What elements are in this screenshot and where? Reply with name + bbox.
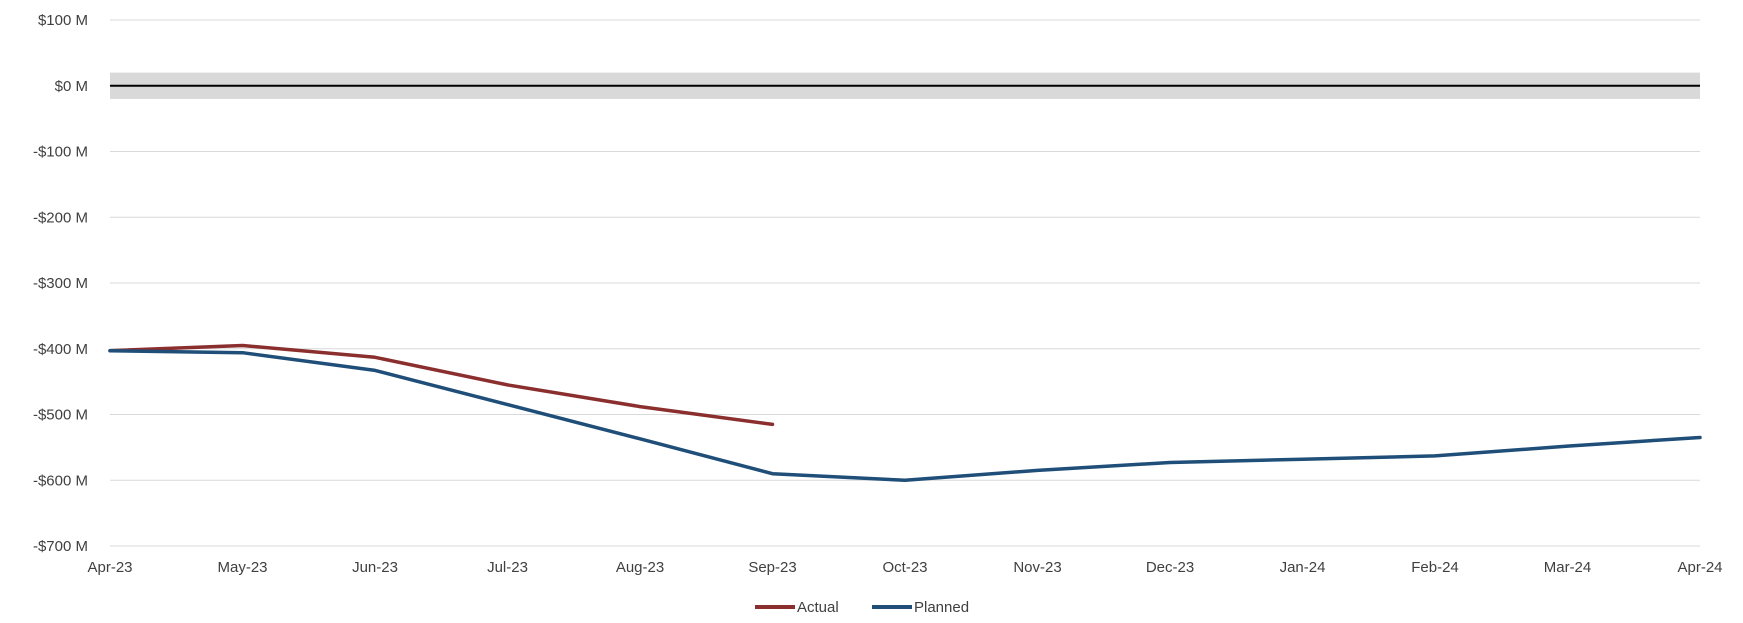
y-tick-label: -$600 M — [33, 472, 88, 489]
x-tick-label: Aug-23 — [616, 559, 664, 576]
y-tick-label: -$500 M — [33, 407, 88, 424]
x-axis-tick-labels: Apr-23 May-23 Jun-23 Jul-23 Aug-23 Sep-23 Oct-… — [87, 559, 1722, 576]
x-tick-label: Jun-23 — [352, 559, 398, 576]
x-tick-label: Jul-23 — [487, 559, 528, 576]
y-axis-tick-labels: $100 M $0 M -$100 M -$200 M -$300 M -$400 M -$… — [33, 12, 88, 555]
y-tick-label: -$300 M — [33, 275, 88, 292]
legend-label-planned: Planned — [914, 599, 969, 616]
legend-label-actual: Actual — [797, 599, 839, 616]
gridlines — [110, 19, 1700, 547]
x-tick-label: Dec-23 — [1146, 559, 1194, 576]
y-tick-label: -$700 M — [33, 538, 88, 555]
x-tick-label: Jan-24 — [1280, 559, 1326, 576]
series-lines — [108, 343, 1702, 483]
zero-band — [110, 72, 1700, 99]
x-tick-label: Apr-24 — [1677, 559, 1722, 576]
y-tick-label: -$400 M — [33, 341, 88, 358]
y-tick-label: $0 M — [55, 78, 88, 95]
y-tick-label: -$100 M — [33, 144, 88, 161]
y-tick-label: $100 M — [38, 12, 88, 29]
x-tick-label: Nov-23 — [1013, 559, 1061, 576]
y-tick-label: -$200 M — [33, 209, 88, 226]
series-line-actual — [108, 343, 775, 427]
x-tick-label: Sep-23 — [748, 559, 796, 576]
series-line-planned — [108, 348, 1702, 483]
x-tick-label: Apr-23 — [87, 559, 132, 576]
x-tick-label: Mar-24 — [1544, 559, 1592, 576]
x-tick-label: Feb-24 — [1411, 559, 1459, 576]
x-tick-label: May-23 — [217, 559, 267, 576]
x-tick-label: Oct-23 — [882, 559, 927, 576]
legend: Actual Planned — [755, 599, 969, 616]
